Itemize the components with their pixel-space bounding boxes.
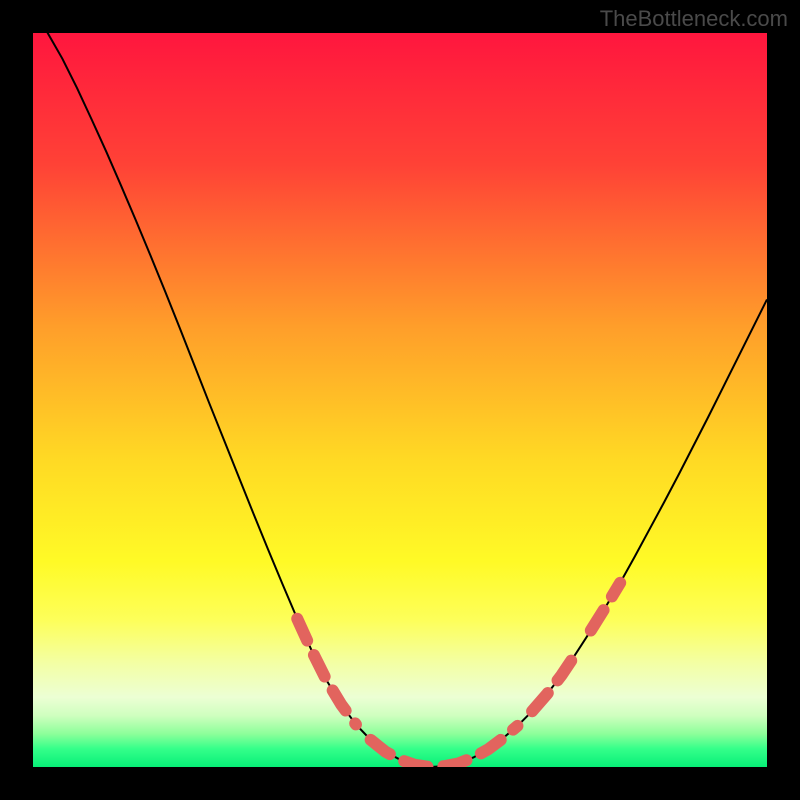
plot-area bbox=[33, 33, 767, 767]
chart-frame: TheBottleneck.com bbox=[0, 0, 800, 800]
gradient-background bbox=[33, 33, 767, 767]
chart-svg bbox=[33, 33, 767, 767]
watermark-text: TheBottleneck.com bbox=[600, 6, 788, 32]
